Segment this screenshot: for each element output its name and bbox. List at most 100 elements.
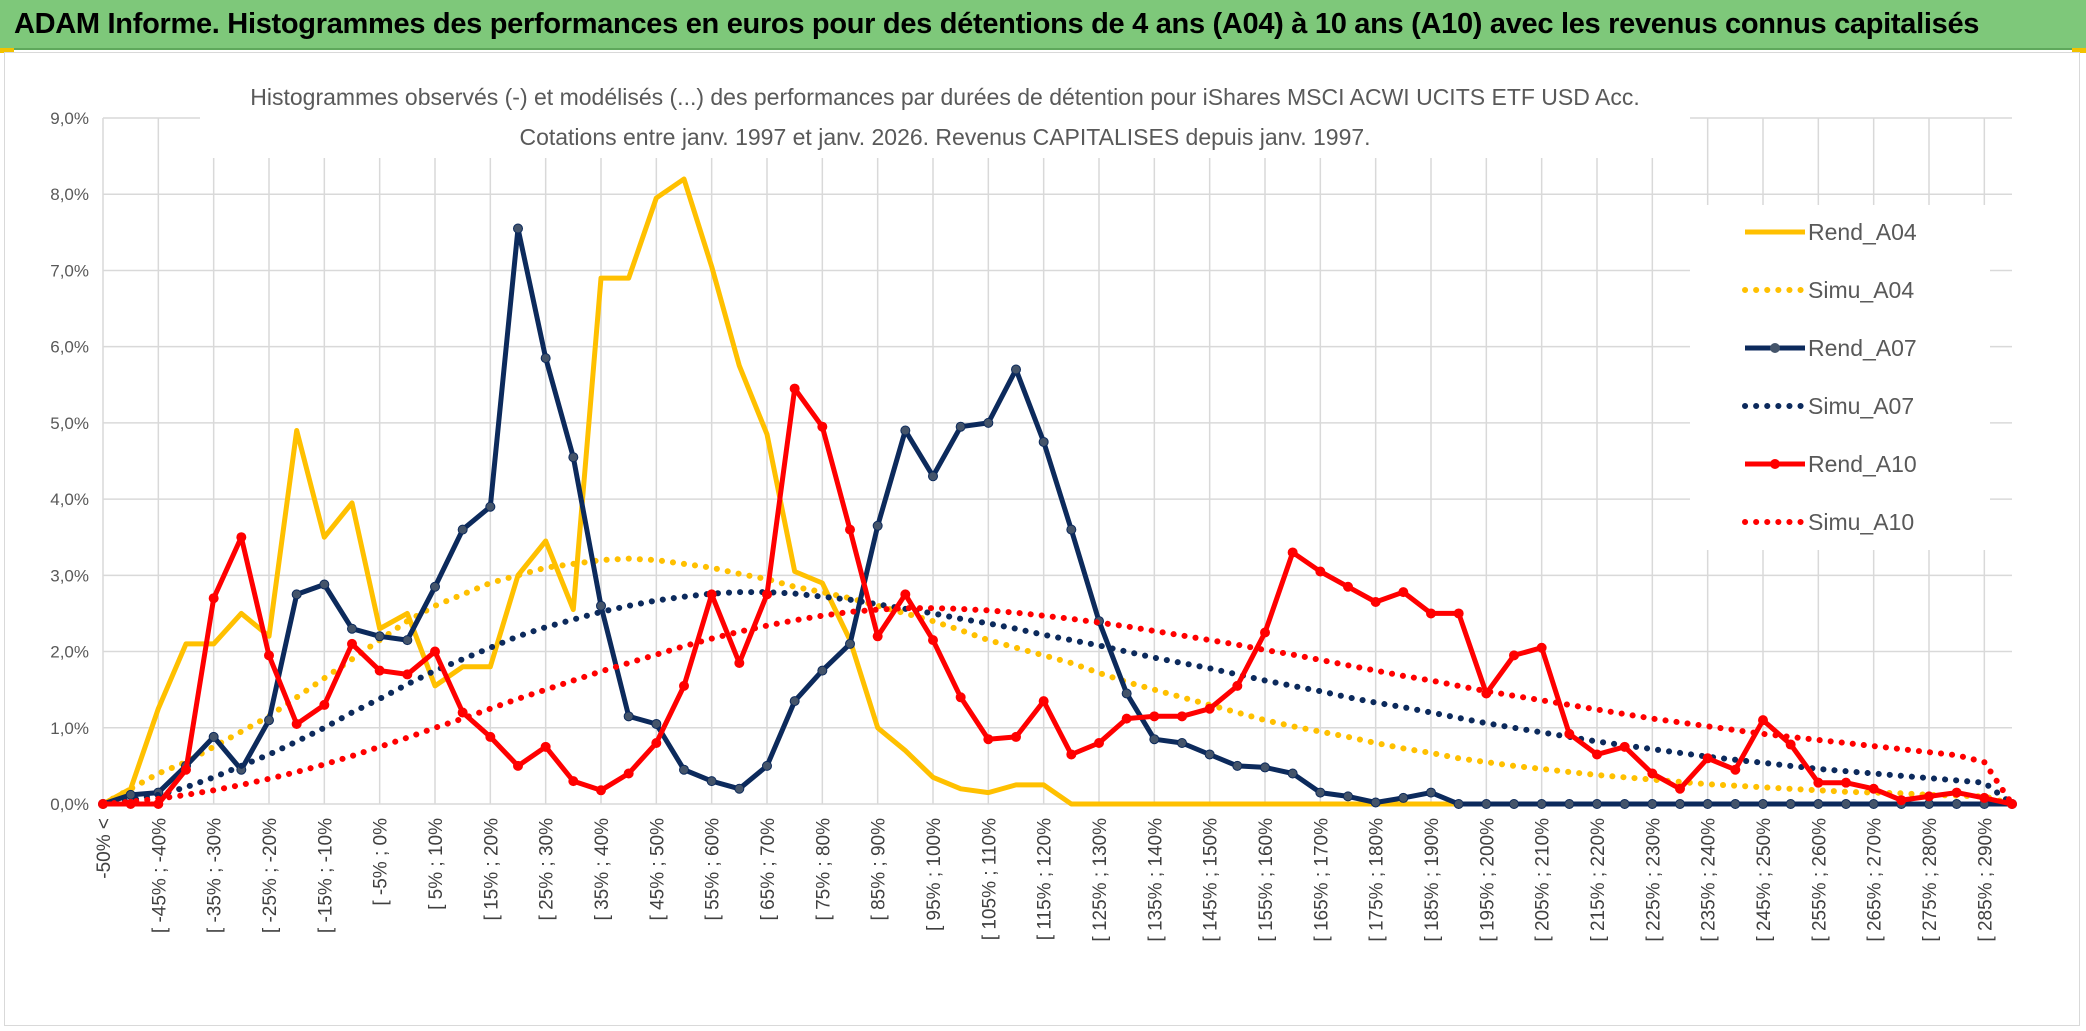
data-point bbox=[1509, 799, 1519, 809]
data-point bbox=[540, 353, 551, 364]
data-point bbox=[1370, 797, 1381, 808]
report-banner: ADAM Informe. Histogrammes des performan… bbox=[0, 0, 2086, 50]
data-point bbox=[1453, 799, 1464, 809]
data-point bbox=[1149, 734, 1160, 745]
data-point bbox=[817, 665, 828, 676]
data-point bbox=[1841, 799, 1851, 809]
data-point bbox=[1868, 783, 1879, 794]
x-tick-label: [ 95% ; 100% bbox=[924, 818, 945, 931]
legend-marker bbox=[1770, 459, 1780, 469]
data-point bbox=[1011, 364, 1021, 375]
x-tick-label: [ 105% ; 110% bbox=[979, 818, 1000, 940]
data-point bbox=[236, 532, 247, 543]
data-point bbox=[900, 589, 911, 600]
data-point bbox=[1951, 787, 1962, 798]
data-point bbox=[1232, 760, 1243, 771]
data-point bbox=[928, 635, 938, 646]
data-point bbox=[789, 696, 800, 707]
data-point bbox=[1647, 799, 1658, 809]
data-point bbox=[1370, 597, 1381, 608]
series-line-simu-a04 bbox=[100, 555, 2015, 807]
data-point bbox=[1619, 799, 1630, 809]
data-point bbox=[1398, 792, 1409, 803]
data-point bbox=[872, 520, 883, 531]
y-tick-label: 1,0% bbox=[50, 719, 89, 738]
y-tick-label: 8,0% bbox=[50, 185, 89, 204]
data-point bbox=[374, 665, 385, 676]
data-point bbox=[1951, 799, 1962, 809]
accent-bar-left bbox=[0, 48, 14, 53]
x-tick-label: -50% < bbox=[94, 818, 115, 879]
data-point bbox=[983, 417, 994, 428]
data-point bbox=[734, 657, 745, 668]
data-point bbox=[596, 600, 606, 611]
data-point bbox=[1536, 642, 1547, 653]
y-tick-label: 9,0% bbox=[50, 109, 89, 128]
data-point bbox=[1260, 762, 1270, 773]
data-point bbox=[319, 699, 330, 710]
x-tick-label: [ 45% ; 50% bbox=[647, 818, 668, 921]
data-point bbox=[1260, 627, 1270, 638]
data-point bbox=[1785, 739, 1796, 750]
data-point bbox=[208, 731, 219, 742]
data-point bbox=[1315, 787, 1326, 798]
data-point bbox=[430, 646, 440, 657]
x-tick-label: [ -25% ; -20% bbox=[260, 818, 281, 933]
x-tick-label: [ 235% ; 240% bbox=[1699, 818, 1720, 942]
data-point bbox=[955, 421, 966, 432]
data-point bbox=[1758, 715, 1768, 726]
y-tick-label: 0,0% bbox=[50, 795, 89, 814]
accent-bar-right bbox=[2072, 48, 2086, 53]
x-tick-label: [ 255% ; 260% bbox=[1809, 818, 1830, 942]
data-point bbox=[845, 524, 855, 535]
data-point bbox=[651, 738, 662, 749]
data-point bbox=[955, 692, 966, 703]
legend-label: Simu_A10 bbox=[1808, 509, 1914, 535]
x-tick-label: [ 225% ; 230% bbox=[1643, 818, 1664, 942]
data-point bbox=[374, 631, 385, 642]
x-tick-label: [ 195% ; 200% bbox=[1477, 818, 1498, 942]
x-tick-label: [ -35% ; -30% bbox=[205, 818, 226, 933]
data-point bbox=[291, 589, 302, 600]
data-point bbox=[706, 776, 717, 787]
data-point bbox=[928, 471, 938, 482]
data-point bbox=[1979, 792, 1990, 803]
data-point bbox=[1177, 711, 1187, 722]
data-point bbox=[734, 783, 745, 794]
data-point bbox=[1398, 587, 1409, 598]
data-point bbox=[264, 650, 274, 661]
data-point bbox=[568, 452, 579, 463]
data-point bbox=[1841, 777, 1851, 788]
data-point bbox=[1315, 566, 1326, 577]
x-tick-label: [ 155% ; 160% bbox=[1256, 818, 1277, 942]
x-tick-label: [ 25% ; 30% bbox=[537, 818, 558, 921]
x-tick-label: [ 285% ; 290% bbox=[1975, 818, 1996, 942]
legend-label: Simu_A04 bbox=[1808, 277, 1914, 303]
data-point bbox=[1426, 608, 1436, 619]
data-point bbox=[1343, 791, 1353, 802]
data-point bbox=[1038, 436, 1049, 447]
data-point bbox=[1702, 753, 1713, 764]
data-point bbox=[983, 734, 994, 745]
data-point bbox=[1785, 799, 1796, 809]
data-point bbox=[1011, 731, 1021, 742]
x-tick-label: [ 145% ; 150% bbox=[1201, 818, 1222, 942]
x-tick-label: [ 55% ; 60% bbox=[703, 818, 724, 921]
data-point bbox=[457, 707, 468, 718]
data-point bbox=[872, 631, 883, 642]
data-point bbox=[1730, 799, 1741, 809]
data-point bbox=[1592, 799, 1602, 809]
data-point bbox=[1813, 799, 1824, 809]
data-point bbox=[1564, 728, 1575, 739]
data-point bbox=[1426, 787, 1436, 798]
data-point bbox=[1592, 749, 1602, 760]
data-point bbox=[845, 638, 855, 649]
data-point bbox=[291, 718, 302, 729]
data-point bbox=[1536, 799, 1547, 809]
data-point bbox=[762, 760, 772, 771]
data-point bbox=[1702, 799, 1713, 809]
legend-label: Rend_A07 bbox=[1808, 335, 1917, 361]
y-tick-label: 5,0% bbox=[50, 414, 89, 433]
data-point bbox=[1453, 608, 1464, 619]
data-point bbox=[1924, 791, 1934, 802]
